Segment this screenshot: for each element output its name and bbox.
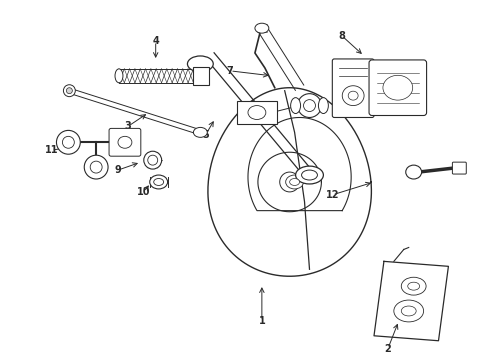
- Circle shape: [84, 155, 108, 179]
- Text: 7: 7: [227, 66, 234, 76]
- Text: 9: 9: [115, 165, 122, 175]
- Text: 5: 5: [202, 130, 209, 140]
- Ellipse shape: [394, 300, 424, 322]
- Circle shape: [297, 94, 321, 117]
- Ellipse shape: [406, 165, 421, 179]
- FancyBboxPatch shape: [332, 59, 374, 117]
- Ellipse shape: [383, 75, 413, 100]
- Ellipse shape: [248, 105, 266, 120]
- Ellipse shape: [150, 175, 168, 189]
- Ellipse shape: [291, 98, 300, 113]
- FancyBboxPatch shape: [369, 60, 427, 116]
- Ellipse shape: [286, 175, 303, 189]
- Ellipse shape: [290, 179, 299, 185]
- Ellipse shape: [118, 136, 132, 148]
- Ellipse shape: [154, 179, 164, 185]
- Circle shape: [90, 161, 102, 173]
- Text: 1: 1: [259, 316, 265, 326]
- Ellipse shape: [348, 91, 358, 100]
- Circle shape: [148, 155, 158, 165]
- Text: 10: 10: [137, 187, 150, 197]
- Circle shape: [62, 136, 74, 148]
- Ellipse shape: [318, 98, 328, 113]
- Ellipse shape: [301, 170, 318, 180]
- Text: 2: 2: [385, 344, 391, 354]
- FancyBboxPatch shape: [109, 129, 141, 156]
- Text: 6: 6: [237, 116, 244, 126]
- Ellipse shape: [342, 86, 364, 105]
- Circle shape: [280, 172, 299, 192]
- Circle shape: [63, 85, 75, 96]
- Ellipse shape: [295, 166, 323, 184]
- Ellipse shape: [194, 127, 207, 137]
- Ellipse shape: [408, 282, 419, 290]
- FancyBboxPatch shape: [452, 162, 466, 174]
- Ellipse shape: [255, 23, 269, 33]
- Circle shape: [66, 88, 73, 94]
- Text: 11: 11: [45, 145, 58, 155]
- Circle shape: [56, 130, 80, 154]
- Bar: [194, 67, 209, 85]
- Ellipse shape: [401, 277, 426, 295]
- Circle shape: [303, 100, 316, 112]
- Circle shape: [144, 151, 162, 169]
- Text: 4: 4: [152, 36, 159, 46]
- Text: 12: 12: [325, 190, 339, 200]
- Text: 8: 8: [339, 31, 345, 41]
- Text: 3: 3: [124, 121, 131, 131]
- Ellipse shape: [115, 69, 123, 83]
- Bar: [237, 100, 277, 125]
- Ellipse shape: [188, 56, 213, 72]
- Ellipse shape: [401, 306, 416, 316]
